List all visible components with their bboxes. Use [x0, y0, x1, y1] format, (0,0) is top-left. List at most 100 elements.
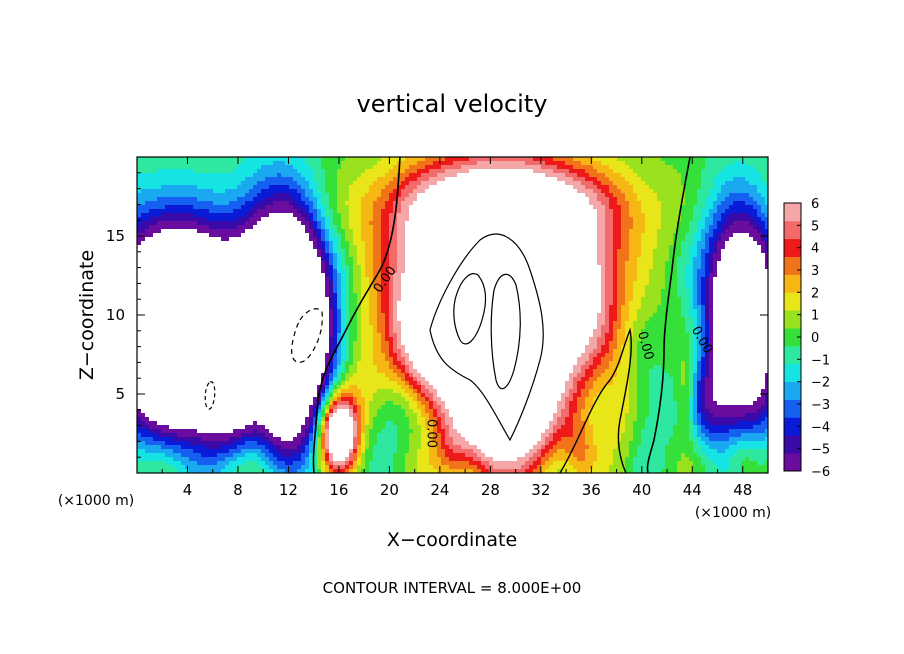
field-cell — [261, 169, 266, 174]
field-cell — [213, 261, 218, 266]
field-cell — [365, 177, 370, 182]
field-cell — [261, 209, 266, 214]
field-cell — [517, 185, 522, 190]
field-cell — [621, 217, 626, 222]
field-cell — [317, 233, 322, 238]
field-cell — [533, 165, 538, 170]
field-cell — [317, 225, 322, 230]
field-cell — [161, 201, 166, 206]
field-cell — [181, 217, 186, 222]
field-cell — [377, 261, 382, 266]
field-cell — [329, 157, 334, 162]
field-cell — [485, 249, 490, 254]
field-cell — [593, 169, 598, 174]
field-cell — [261, 253, 266, 258]
field-cell — [589, 185, 594, 190]
field-cell — [589, 169, 594, 174]
field-cell — [253, 253, 258, 258]
field-cell — [421, 185, 426, 190]
field-cell — [613, 209, 618, 214]
field-cell — [361, 181, 366, 186]
field-cell — [345, 273, 350, 278]
field-cell — [629, 229, 634, 234]
field-cell — [245, 177, 250, 182]
field-cell — [269, 193, 274, 198]
field-cell — [585, 273, 590, 278]
field-cell — [613, 241, 618, 246]
field-cell — [561, 205, 566, 210]
field-cell — [609, 161, 614, 166]
field-cell — [657, 169, 662, 174]
field-cell — [669, 257, 674, 262]
field-cell — [365, 229, 370, 234]
field-cell — [529, 245, 534, 250]
field-cell — [225, 245, 230, 250]
field-cell — [513, 225, 518, 230]
field-cell — [705, 257, 710, 262]
field-cell — [201, 273, 206, 278]
field-cell — [177, 273, 182, 278]
field-cell — [461, 257, 466, 262]
field-cell — [273, 253, 278, 258]
field-cell — [705, 209, 710, 214]
field-cell — [529, 249, 534, 254]
field-cell — [365, 165, 370, 170]
field-cell — [297, 201, 302, 206]
field-cell — [341, 281, 346, 286]
field-cell — [541, 261, 546, 266]
field-cell — [617, 277, 622, 282]
field-cell — [697, 193, 702, 198]
field-cell — [189, 225, 194, 230]
field-cell — [513, 221, 518, 226]
field-cell — [497, 189, 502, 194]
field-cell — [389, 161, 394, 166]
field-cell — [233, 225, 238, 230]
field-cell — [217, 185, 222, 190]
field-cell — [697, 229, 702, 234]
field-cell — [209, 257, 214, 262]
field-cell — [365, 161, 370, 166]
field-cell — [353, 225, 358, 230]
field-cell — [281, 245, 286, 250]
field-cell — [593, 189, 598, 194]
field-cell — [465, 217, 470, 222]
field-cell — [693, 273, 698, 278]
field-cell — [337, 257, 342, 262]
field-cell — [573, 193, 578, 198]
field-cell — [693, 245, 698, 250]
field-cell — [729, 177, 734, 182]
field-cell — [513, 161, 518, 166]
field-cell — [689, 181, 694, 186]
field-cell — [277, 193, 282, 198]
field-cell — [561, 245, 566, 250]
field-cell — [745, 241, 750, 246]
field-cell — [541, 173, 546, 178]
field-cell — [241, 277, 246, 282]
field-cell — [741, 277, 746, 282]
field-cell — [685, 265, 690, 270]
field-cell — [649, 189, 654, 194]
field-cell — [617, 157, 622, 162]
field-cell — [681, 185, 686, 190]
field-cell — [437, 201, 442, 206]
field-cell — [205, 201, 210, 206]
field-cell — [621, 269, 626, 274]
field-cell — [201, 281, 206, 286]
field-cell — [649, 245, 654, 250]
field-cell — [249, 221, 254, 226]
field-cell — [761, 241, 766, 246]
field-cell — [273, 237, 278, 242]
field-cell — [477, 237, 482, 242]
field-cell — [165, 177, 170, 182]
field-cell — [153, 165, 158, 170]
field-cell — [441, 197, 446, 202]
field-cell — [217, 233, 222, 238]
field-cell — [485, 177, 490, 182]
field-cell — [541, 205, 546, 210]
field-cell — [529, 213, 534, 218]
field-cell — [433, 237, 438, 242]
field-cell — [249, 269, 254, 274]
field-cell — [737, 225, 742, 230]
field-cell — [185, 269, 190, 274]
field-cell — [641, 237, 646, 242]
